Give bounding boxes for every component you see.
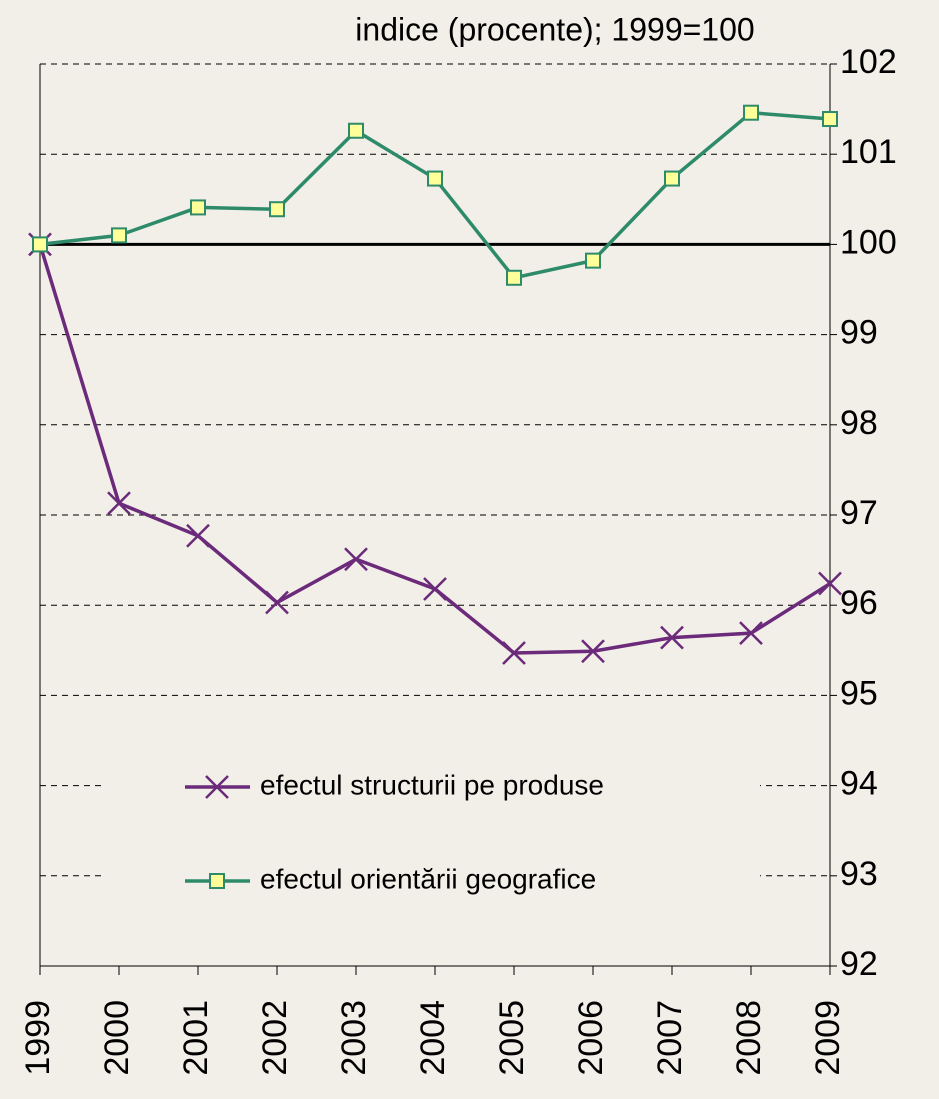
y-tick-label: 100 — [840, 223, 897, 261]
x-tick-label: 2005 — [493, 1000, 531, 1076]
marker — [209, 873, 225, 889]
y-tick-label: 93 — [840, 855, 878, 893]
y-tick-label: 97 — [840, 494, 878, 532]
y-tick-label: 94 — [840, 765, 878, 803]
y-tick-label: 99 — [840, 314, 878, 352]
marker — [269, 201, 285, 218]
marker — [581, 639, 605, 664]
marker — [423, 577, 447, 601]
y-tick-label: 101 — [840, 133, 897, 171]
marker — [107, 491, 131, 516]
marker — [664, 170, 680, 187]
marker — [348, 122, 364, 139]
marker — [427, 170, 443, 187]
y-tick-label: 95 — [840, 674, 878, 712]
marker — [186, 523, 210, 548]
marker — [739, 621, 763, 646]
marker — [344, 547, 368, 572]
marker — [111, 227, 127, 244]
marker — [190, 199, 206, 216]
x-tick-label: 2000 — [98, 1000, 136, 1076]
x-tick-label: 2007 — [651, 1000, 689, 1076]
marker — [818, 571, 842, 596]
legend-label: efectul structurii pe produse — [260, 769, 604, 800]
marker — [205, 775, 229, 799]
x-tick-label: 2002 — [256, 1000, 294, 1076]
x-tick-label: 2004 — [414, 1000, 452, 1076]
x-tick-label: 2003 — [335, 1000, 373, 1076]
chart-title: indice (procente); 1999=100 — [355, 11, 754, 47]
marker — [585, 252, 601, 269]
y-tick-label: 98 — [840, 404, 878, 442]
marker — [743, 104, 759, 121]
x-tick-label: 2008 — [730, 1000, 768, 1076]
y-tick-label: 102 — [840, 43, 897, 81]
y-tick-label: 92 — [840, 945, 878, 983]
legend-label: efectul orientării geografice — [260, 863, 596, 894]
marker — [502, 641, 526, 665]
marker — [32, 236, 48, 253]
marker — [822, 111, 838, 128]
x-tick-label: 2006 — [572, 1000, 610, 1076]
x-tick-label: 2001 — [177, 1000, 215, 1076]
marker — [660, 625, 684, 650]
marker — [506, 269, 522, 286]
marker — [265, 590, 289, 615]
x-tick-label: 1999 — [19, 1000, 57, 1076]
x-tick-label: 2009 — [809, 1000, 847, 1076]
y-tick-label: 96 — [840, 584, 878, 622]
legend-background — [105, 740, 760, 925]
